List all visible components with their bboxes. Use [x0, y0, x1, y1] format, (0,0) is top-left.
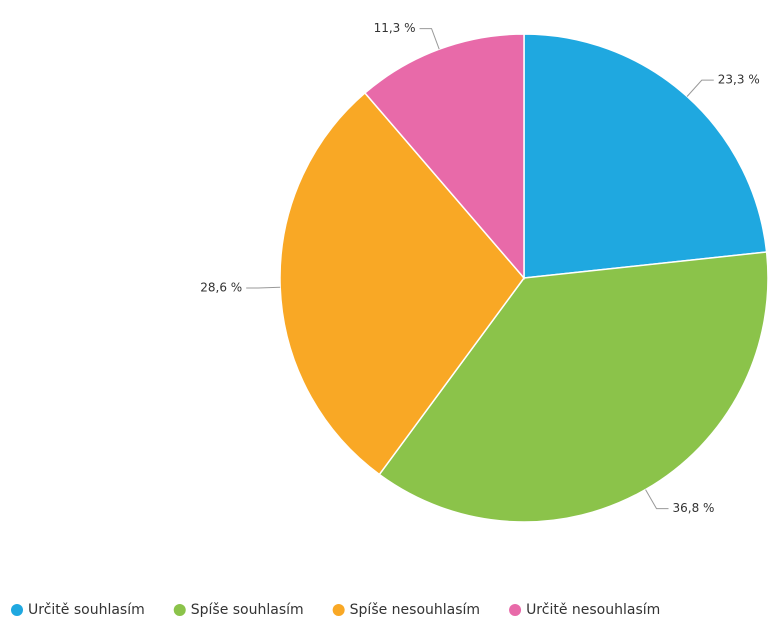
- legend-label: Určitě nesouhlasím: [526, 602, 660, 618]
- pie-slice: [378, 251, 769, 523]
- leader-line: [246, 286, 281, 289]
- data-label: 36,8 %: [673, 501, 715, 515]
- legend-label: Spíše souhlasím: [191, 602, 304, 618]
- legend-label: Spíše nesouhlasím: [350, 602, 480, 618]
- data-label: 23,3 %: [718, 73, 760, 87]
- legend-marker: [173, 604, 186, 616]
- pie-slice: [363, 33, 525, 281]
- data-label: 11,3 %: [374, 21, 416, 35]
- leader-line: [645, 489, 669, 510]
- leader-line: [686, 79, 714, 97]
- legend-marker: [509, 604, 522, 616]
- legend-label: Určitě souhlasím: [28, 602, 145, 618]
- legend-marker: [11, 604, 23, 616]
- legend-marker: [332, 604, 345, 616]
- pie-slice: [279, 91, 525, 476]
- pie-slice: [523, 33, 768, 279]
- leader-line: [419, 28, 440, 50]
- data-label: 28,6 %: [200, 281, 242, 295]
